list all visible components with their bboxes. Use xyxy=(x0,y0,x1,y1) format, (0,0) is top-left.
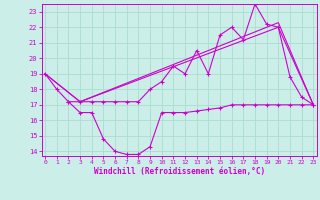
X-axis label: Windchill (Refroidissement éolien,°C): Windchill (Refroidissement éolien,°C) xyxy=(94,167,265,176)
